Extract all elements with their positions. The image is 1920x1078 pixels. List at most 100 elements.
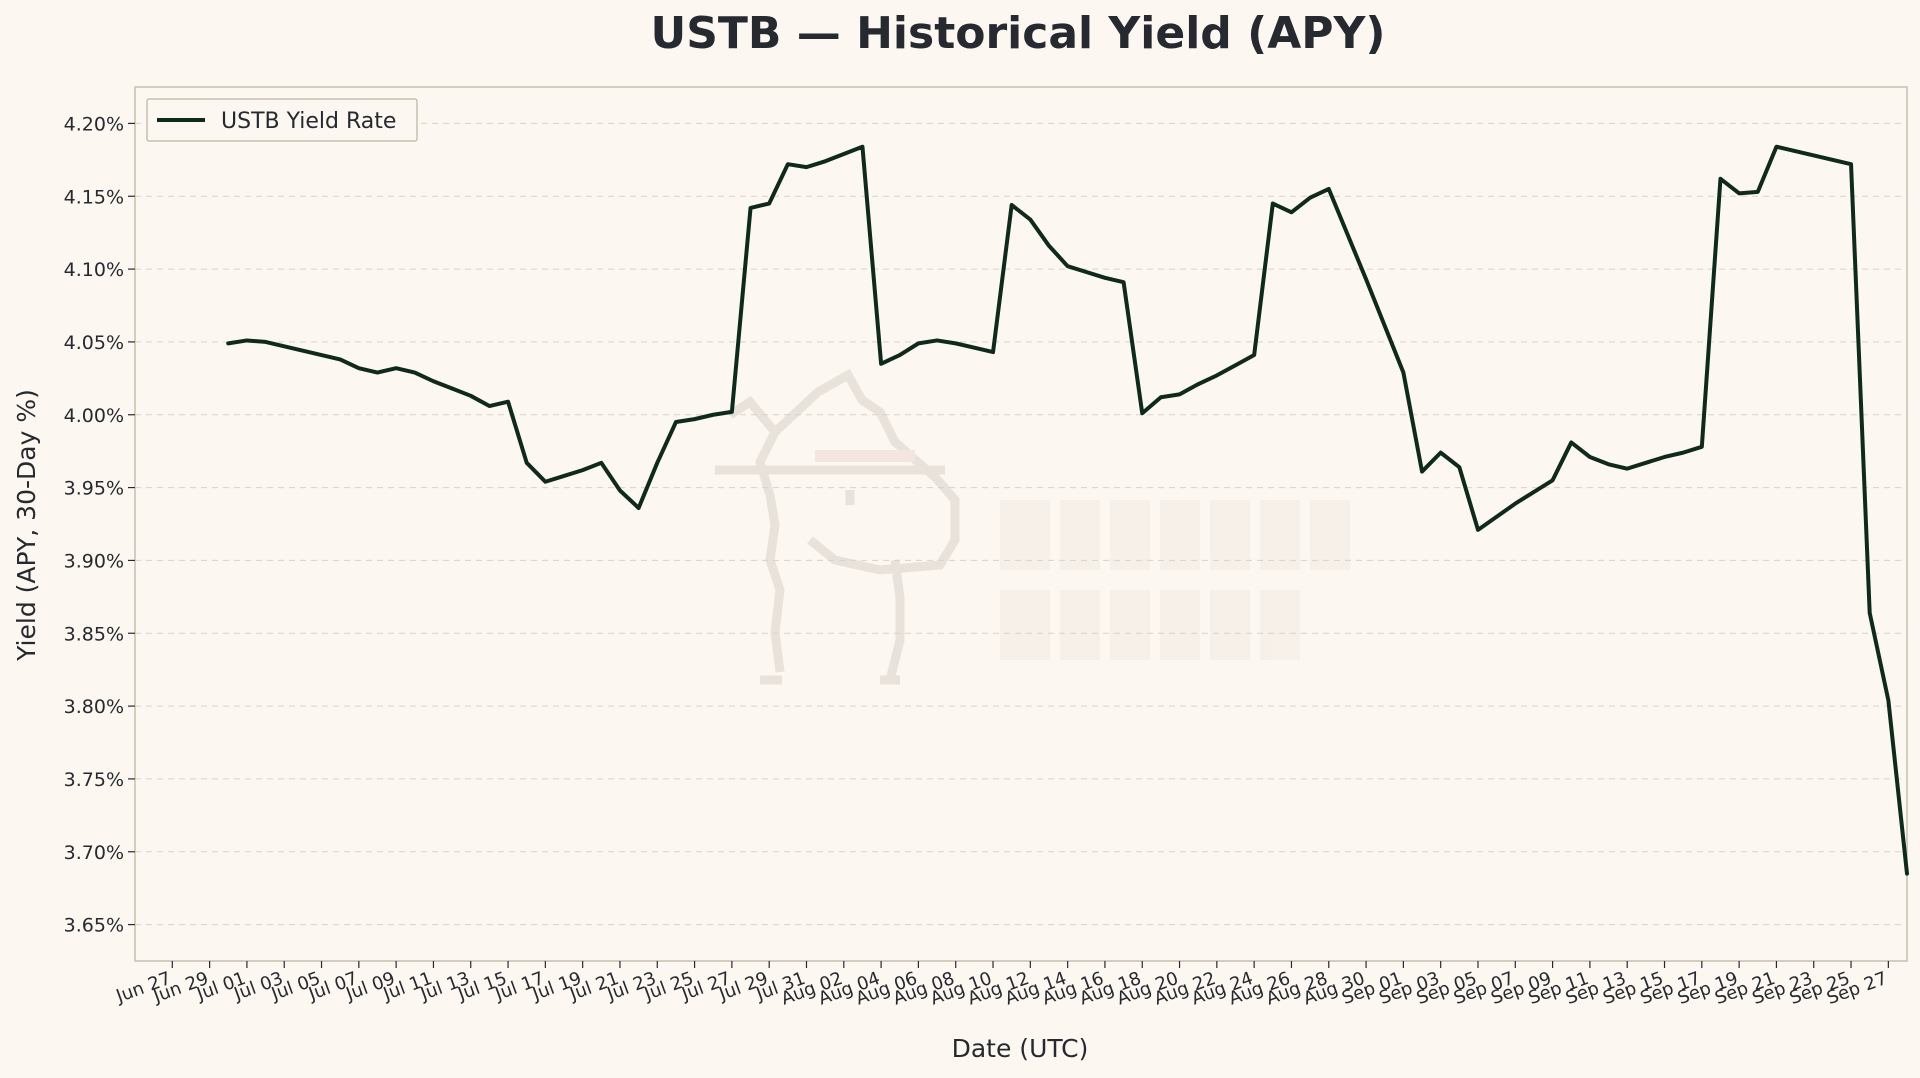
y-tick-label: 3.85% xyxy=(64,623,124,645)
data-point xyxy=(675,421,677,423)
data-point xyxy=(1607,463,1610,466)
data-point xyxy=(1682,451,1684,454)
data-point xyxy=(1085,271,1088,273)
data-point xyxy=(1383,325,1386,327)
data-point xyxy=(992,351,994,353)
data-point xyxy=(507,400,509,403)
y-tick-label: 3.65% xyxy=(64,915,124,937)
data-point xyxy=(731,411,733,413)
data-point xyxy=(1048,244,1050,247)
data-point xyxy=(246,339,248,342)
chart-title: USTB — Historical Yield (APY) xyxy=(651,8,1386,59)
data-point xyxy=(1794,150,1796,152)
data-point xyxy=(1868,612,1871,614)
data-point xyxy=(600,462,603,464)
data-point xyxy=(917,342,920,345)
data-point xyxy=(1626,467,1629,470)
data-point xyxy=(637,507,640,509)
data-point xyxy=(954,342,957,345)
y-tick-label: 4.10% xyxy=(64,259,124,281)
data-point xyxy=(264,341,267,343)
data-point xyxy=(1850,163,1852,165)
data-point xyxy=(1253,354,1255,356)
data-point xyxy=(880,362,882,365)
data-point xyxy=(749,207,752,209)
data-point xyxy=(1309,196,1311,199)
series-layer xyxy=(226,144,1909,876)
data-point xyxy=(1495,515,1498,518)
data-point xyxy=(1589,456,1591,458)
data-point xyxy=(973,346,976,349)
data-point xyxy=(1365,278,1367,281)
data-point xyxy=(469,395,472,397)
data-point xyxy=(1514,502,1517,505)
y-tick-label: 3.95% xyxy=(64,478,124,500)
y-tick-label: 4.05% xyxy=(64,332,124,354)
data-point xyxy=(1570,441,1573,444)
data-point xyxy=(1234,364,1237,367)
data-point xyxy=(1290,211,1293,214)
data-point xyxy=(358,367,360,369)
data-point xyxy=(1533,491,1535,493)
data-point xyxy=(1738,192,1740,195)
data-point xyxy=(1775,145,1778,148)
data-point xyxy=(1701,446,1703,448)
data-point xyxy=(843,153,845,155)
data-point xyxy=(898,354,901,356)
data-point xyxy=(1327,188,1330,190)
y-tick-label: 4.00% xyxy=(64,405,124,427)
data-point xyxy=(1439,451,1442,454)
y-axis-label: Yield (APY, 30-Day %) xyxy=(12,389,41,662)
data-point xyxy=(1887,699,1890,702)
data-point xyxy=(693,418,696,420)
data-point xyxy=(1812,154,1815,157)
data-point xyxy=(376,371,379,374)
data-point xyxy=(1178,393,1181,396)
data-point xyxy=(1160,396,1162,399)
data-point xyxy=(525,462,528,464)
y-tick-label: 4.20% xyxy=(64,113,124,135)
data-point xyxy=(1066,265,1069,267)
data-point xyxy=(1197,383,1199,385)
data-point xyxy=(1458,466,1461,468)
data-point xyxy=(339,358,341,361)
data-point xyxy=(544,480,547,483)
data-point xyxy=(432,380,435,383)
data-point xyxy=(395,367,397,369)
legend-label: USTB Yield Rate xyxy=(221,109,396,134)
y-tick-label: 3.90% xyxy=(64,550,124,572)
data-point xyxy=(320,354,323,356)
data-point xyxy=(768,202,770,205)
data-point xyxy=(824,160,826,163)
data-point xyxy=(1104,277,1106,279)
data-point xyxy=(227,342,230,345)
data-point xyxy=(413,371,416,374)
data-point xyxy=(1477,529,1479,531)
data-point xyxy=(1663,456,1666,458)
watermark-logo xyxy=(715,368,1350,685)
data-point xyxy=(283,345,286,348)
data-point xyxy=(1421,470,1423,473)
data-point xyxy=(1216,374,1218,377)
data-point xyxy=(1346,233,1349,235)
data-point xyxy=(656,462,659,464)
legend: USTB Yield Rate xyxy=(146,98,418,142)
data-point xyxy=(1645,462,1647,464)
data-point xyxy=(936,339,938,342)
data-point xyxy=(805,166,808,168)
data-point xyxy=(451,387,453,390)
data-point xyxy=(1756,191,1759,193)
data-point xyxy=(1719,177,1722,180)
data-point xyxy=(1906,872,1908,875)
y-tick-label: 3.75% xyxy=(64,769,124,791)
legend-box xyxy=(146,98,418,142)
data-point xyxy=(563,475,565,477)
data-point xyxy=(1029,218,1032,221)
x-axis-label: Date (UTC) xyxy=(952,1034,1089,1063)
data-point xyxy=(1010,204,1013,206)
gridlines xyxy=(135,122,1907,926)
y-tick-label: 4.15% xyxy=(64,186,124,208)
y-tick-label: 3.70% xyxy=(64,842,124,864)
